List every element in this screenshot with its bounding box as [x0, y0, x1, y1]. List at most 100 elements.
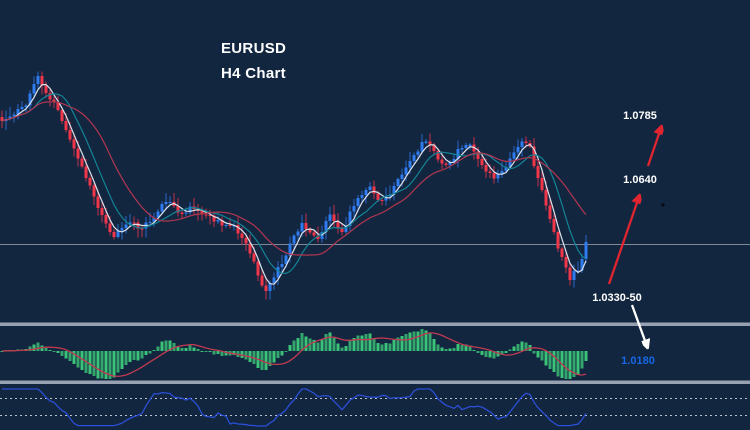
candle [224, 223, 228, 228]
candle [332, 205, 336, 227]
momentum-line [2, 388, 587, 427]
candle [344, 217, 348, 235]
candle [280, 254, 284, 273]
candle [436, 149, 440, 163]
candle [556, 230, 560, 253]
candle [112, 229, 116, 240]
candle [308, 226, 312, 235]
price-level-label-10330-50: 1.0330-50 [592, 292, 642, 304]
candle [36, 71, 40, 91]
candle [328, 206, 332, 228]
candle [132, 216, 136, 231]
candle [304, 213, 308, 237]
candle [460, 144, 464, 154]
candle [492, 166, 496, 184]
candle [40, 71, 44, 95]
panel-separator-0 [0, 322, 750, 326]
candle [256, 259, 260, 282]
candle [96, 189, 100, 216]
candle [368, 181, 372, 193]
candle [372, 180, 376, 199]
candle [552, 214, 556, 235]
candle [292, 233, 296, 251]
candle [412, 152, 416, 164]
candle [272, 272, 276, 291]
candle [360, 191, 364, 202]
chart-title-block: EURUSD H4 Chart [221, 36, 286, 86]
candle [196, 203, 200, 221]
timeframe-title: H4 Chart [221, 65, 286, 82]
candle [236, 217, 240, 240]
candle [244, 233, 248, 252]
price-level-label-10180: 1.0180 [621, 355, 655, 367]
candle [172, 192, 176, 209]
candle [60, 107, 64, 124]
candle [24, 103, 28, 112]
projection-arrow-up-0 [607, 194, 640, 285]
candle [520, 138, 524, 157]
candle [28, 89, 32, 111]
candle [264, 276, 268, 300]
candle [340, 222, 344, 236]
projection-arrow-up-1 [646, 125, 662, 167]
candle [428, 133, 432, 153]
candle [392, 181, 396, 201]
candle [296, 228, 300, 241]
candle [532, 137, 536, 169]
candle [416, 148, 420, 159]
candle [336, 213, 340, 234]
candle [136, 219, 140, 238]
candle [88, 175, 92, 190]
candle [504, 160, 508, 174]
candle [220, 216, 224, 233]
candle [448, 160, 452, 170]
candle [16, 104, 20, 120]
candle [160, 201, 164, 214]
moving-average-9 [1, 93, 587, 274]
candle [312, 229, 316, 238]
candle [456, 140, 460, 168]
candle [168, 195, 172, 206]
candle [352, 198, 356, 218]
candle [164, 193, 168, 210]
candle [560, 246, 564, 262]
candle [424, 139, 428, 145]
projection-arrow-down-2 [630, 304, 648, 349]
candle [540, 169, 544, 193]
candle [212, 211, 216, 227]
candle [496, 169, 500, 184]
candles-group [0, 71, 588, 300]
candle [564, 250, 568, 273]
candle [248, 234, 252, 258]
candle [512, 146, 516, 162]
candle [348, 205, 352, 231]
candle [192, 197, 196, 216]
candle [324, 216, 328, 240]
candle [444, 162, 448, 167]
candle [472, 137, 476, 160]
candle [568, 264, 572, 286]
candle [56, 95, 60, 112]
price-level-label-10785: 1.0785 [623, 110, 657, 122]
price-level-label-10640: 1.0640 [623, 174, 657, 186]
candle [176, 197, 180, 217]
candle [260, 268, 264, 288]
candle [100, 201, 104, 223]
panel-separator-1 [0, 380, 750, 384]
candle [180, 210, 184, 219]
candle [548, 199, 552, 224]
candle [120, 222, 124, 240]
candle [536, 160, 540, 187]
candle [380, 197, 384, 206]
candle [92, 183, 96, 205]
candle [276, 261, 280, 286]
candle [20, 101, 24, 111]
candle [32, 76, 36, 99]
candle [0, 110, 4, 129]
small-dot-mark [661, 203, 665, 207]
candle [124, 216, 128, 234]
moving-average-18 [1, 101, 587, 256]
candle [72, 132, 76, 157]
